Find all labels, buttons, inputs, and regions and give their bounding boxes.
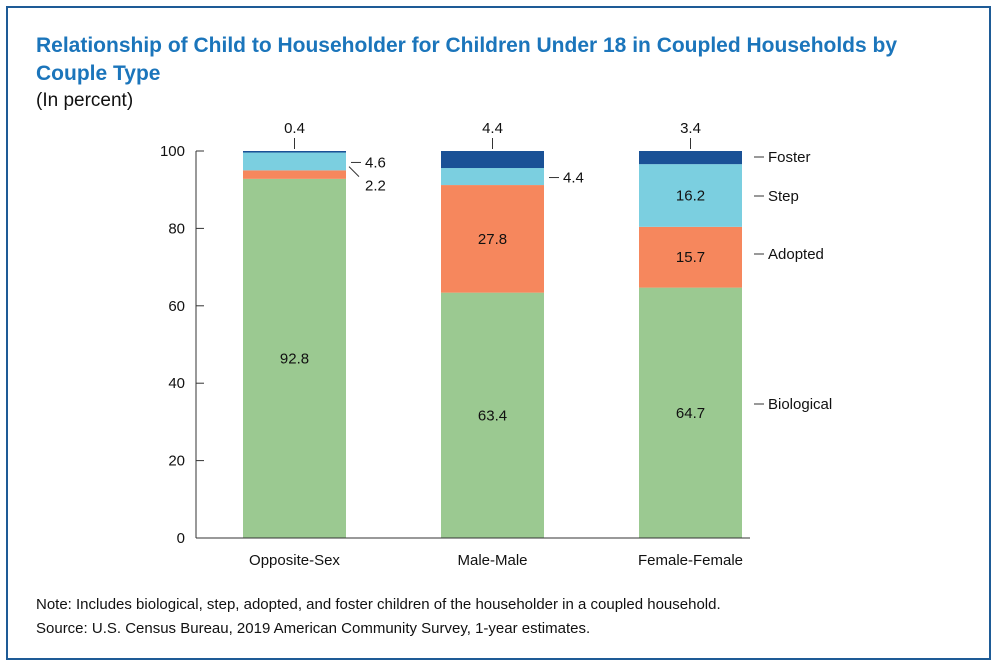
bar-female-female-biological [639, 287, 742, 538]
legend-label-step: Step [768, 188, 799, 205]
data-label-male-male-adopted: 27.8 [478, 231, 507, 248]
chart-title: Relationship of Child to Householder for… [36, 34, 898, 85]
bar-male-male-adopted [441, 185, 544, 293]
bar-opposite-sex-biological [243, 178, 346, 538]
y-tick-label-0: 0 [177, 530, 185, 547]
bar-opposite-sex-adopted [243, 170, 346, 179]
leader-opposite-sex-adopted [348, 166, 360, 177]
data-label-opposite-sex-biological: 92.8 [280, 350, 309, 367]
data-label-female-female-biological: 64.7 [676, 405, 705, 422]
bar-male-male-biological [441, 292, 544, 538]
data-label-male-male-biological: 63.4 [478, 407, 507, 424]
legend-label-foster: Foster [768, 149, 811, 166]
bar-female-female-foster [639, 151, 742, 165]
x-category-label-female-female: Female-Female [638, 552, 743, 569]
bar-opposite-sex-step [243, 152, 346, 171]
y-tick-label-60: 60 [168, 298, 185, 315]
legend-label-adopted: Adopted [768, 246, 824, 263]
data-label-female-female-foster: 3.4 [680, 120, 701, 137]
chart-subtitle: (In percent) [36, 90, 134, 111]
bar-opposite-sex-foster [243, 151, 346, 153]
bar-male-male-foster [441, 151, 544, 169]
bar-male-male-step [441, 168, 544, 186]
x-category-label-opposite-sex: Opposite-Sex [249, 552, 340, 569]
note-text: Note: Includes biological, step, adopted… [36, 596, 721, 613]
data-label-male-male-foster: 4.4 [482, 120, 503, 137]
y-tick-label-40: 40 [168, 375, 185, 392]
y-tick-label-100: 100 [160, 143, 185, 160]
data-label-opposite-sex-adopted: 2.2 [365, 178, 386, 195]
data-label-female-female-adopted: 15.7 [676, 249, 705, 266]
data-label-female-female-step: 16.2 [676, 188, 705, 205]
x-category-label-male-male: Male-Male [457, 552, 527, 569]
data-label-opposite-sex-step: 4.6 [365, 154, 386, 171]
y-tick-label-20: 20 [168, 453, 185, 470]
chart-notes: Note: Includes biological, step, adopted… [36, 593, 966, 641]
y-tick-label-80: 80 [168, 220, 185, 237]
legend-label-biological: Biological [768, 396, 832, 413]
data-label-male-male-step: 4.4 [563, 170, 584, 187]
data-label-opposite-sex-foster: 0.4 [284, 120, 305, 137]
source-text: Source: U.S. Census Bureau, 2019 America… [36, 620, 591, 637]
bar-female-female-adopted [639, 226, 742, 288]
bar-female-female-step [639, 164, 742, 227]
